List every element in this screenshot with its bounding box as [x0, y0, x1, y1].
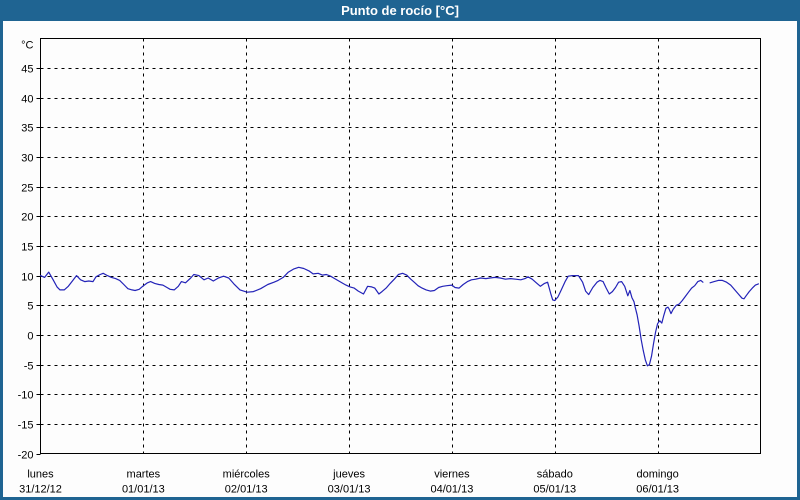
svg-text:25: 25: [21, 183, 33, 195]
svg-text:04/01/13: 04/01/13: [431, 484, 474, 496]
svg-text:45: 45: [21, 64, 33, 76]
svg-text:35: 35: [21, 123, 33, 135]
svg-text:-10: -10: [18, 390, 34, 402]
svg-text:jueves: jueves: [332, 469, 365, 481]
chart-title: Punto de rocío [°C]: [341, 3, 459, 18]
svg-text:°C: °C: [21, 40, 33, 52]
svg-text:lunes: lunes: [27, 469, 54, 481]
svg-text:03/01/13: 03/01/13: [328, 484, 371, 496]
svg-text:-5: -5: [24, 361, 34, 373]
svg-text:10: 10: [21, 272, 33, 284]
svg-text:viernes: viernes: [434, 469, 470, 481]
title-bar: Punto de rocío [°C]: [0, 0, 800, 21]
svg-text:5: 5: [27, 301, 33, 313]
svg-text:05/01/13: 05/01/13: [533, 484, 576, 496]
svg-text:20: 20: [21, 212, 33, 224]
svg-text:-15: -15: [18, 420, 34, 432]
svg-text:06/01/13: 06/01/13: [636, 484, 679, 496]
svg-text:martes: martes: [127, 469, 161, 481]
svg-text:domingo: domingo: [637, 469, 679, 481]
svg-text:30: 30: [21, 153, 33, 165]
svg-text:0: 0: [27, 331, 33, 343]
svg-text:01/01/13: 01/01/13: [122, 484, 165, 496]
svg-text:40: 40: [21, 94, 33, 106]
svg-text:31/12/12: 31/12/12: [19, 484, 62, 496]
svg-text:02/01/13: 02/01/13: [225, 484, 268, 496]
svg-text:miércoles: miércoles: [223, 469, 271, 481]
svg-text:-20: -20: [18, 450, 34, 462]
svg-text:15: 15: [21, 242, 33, 254]
svg-text:sábado: sábado: [537, 469, 573, 481]
